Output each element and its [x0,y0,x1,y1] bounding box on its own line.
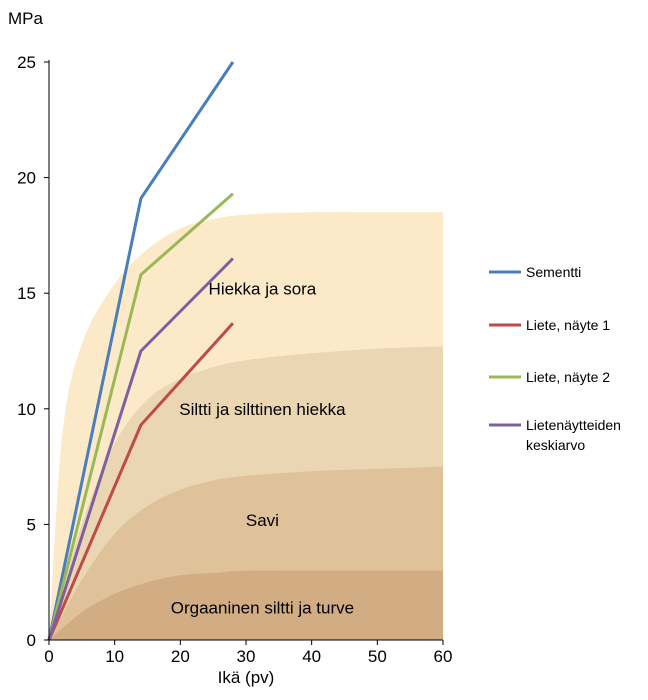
legend-label-1-0: Liete, näyte 1 [526,317,610,333]
y-unit-label: MPa [8,9,44,28]
y-tick-label-4: 20 [17,169,36,188]
y-tick-label-2: 10 [17,400,36,419]
series-line-3 [47,257,234,641]
legend-label-3-0: Lietenäytteiden [526,417,621,433]
x-tick-label-2: 20 [171,647,190,666]
series-line-1 [47,322,235,641]
band-label-0: Hiekka ja sora [209,280,317,299]
band-label-2: Savi [246,511,279,530]
series-line-0 [47,61,235,641]
x-tick-label-4: 40 [302,647,321,666]
legend-label-0-0: Sementti [526,264,581,280]
x-tick-label-6: 60 [434,647,453,666]
y-tick-label-0: 0 [27,631,36,650]
series-lines [47,61,235,641]
x-tick-label-5: 50 [368,647,387,666]
band-labels: Hiekka ja sora Siltti ja silttinen hiekka… [171,280,354,618]
y-tick-label-3: 15 [17,284,36,303]
y-tick-label-5: 25 [17,53,36,72]
x-axis-title: Ikä (pv) [218,668,275,687]
band-3 [49,570,443,640]
legend-label-2-0: Liete, näyte 2 [526,369,610,385]
legend-label-3-1: keskiarvo [526,437,585,453]
band-label-3: Orgaaninen siltti ja turve [171,599,354,618]
x-tick-label-0: 0 [44,647,53,666]
soil-bands [49,212,443,640]
x-tick-label-3: 30 [237,647,256,666]
y-tick-label-1: 5 [27,515,36,534]
legend: Sementti Liete, näyte 1 Liete, näyte 2 Liet… [489,264,621,453]
x-tick-label-1: 10 [105,647,124,666]
ticks: 0 10 20 30 40 50 60 0 5 10 15 20 25 [17,53,452,666]
series-line-2 [47,192,234,641]
band-label-1: Siltti ja silttinen hiekka [179,400,346,419]
